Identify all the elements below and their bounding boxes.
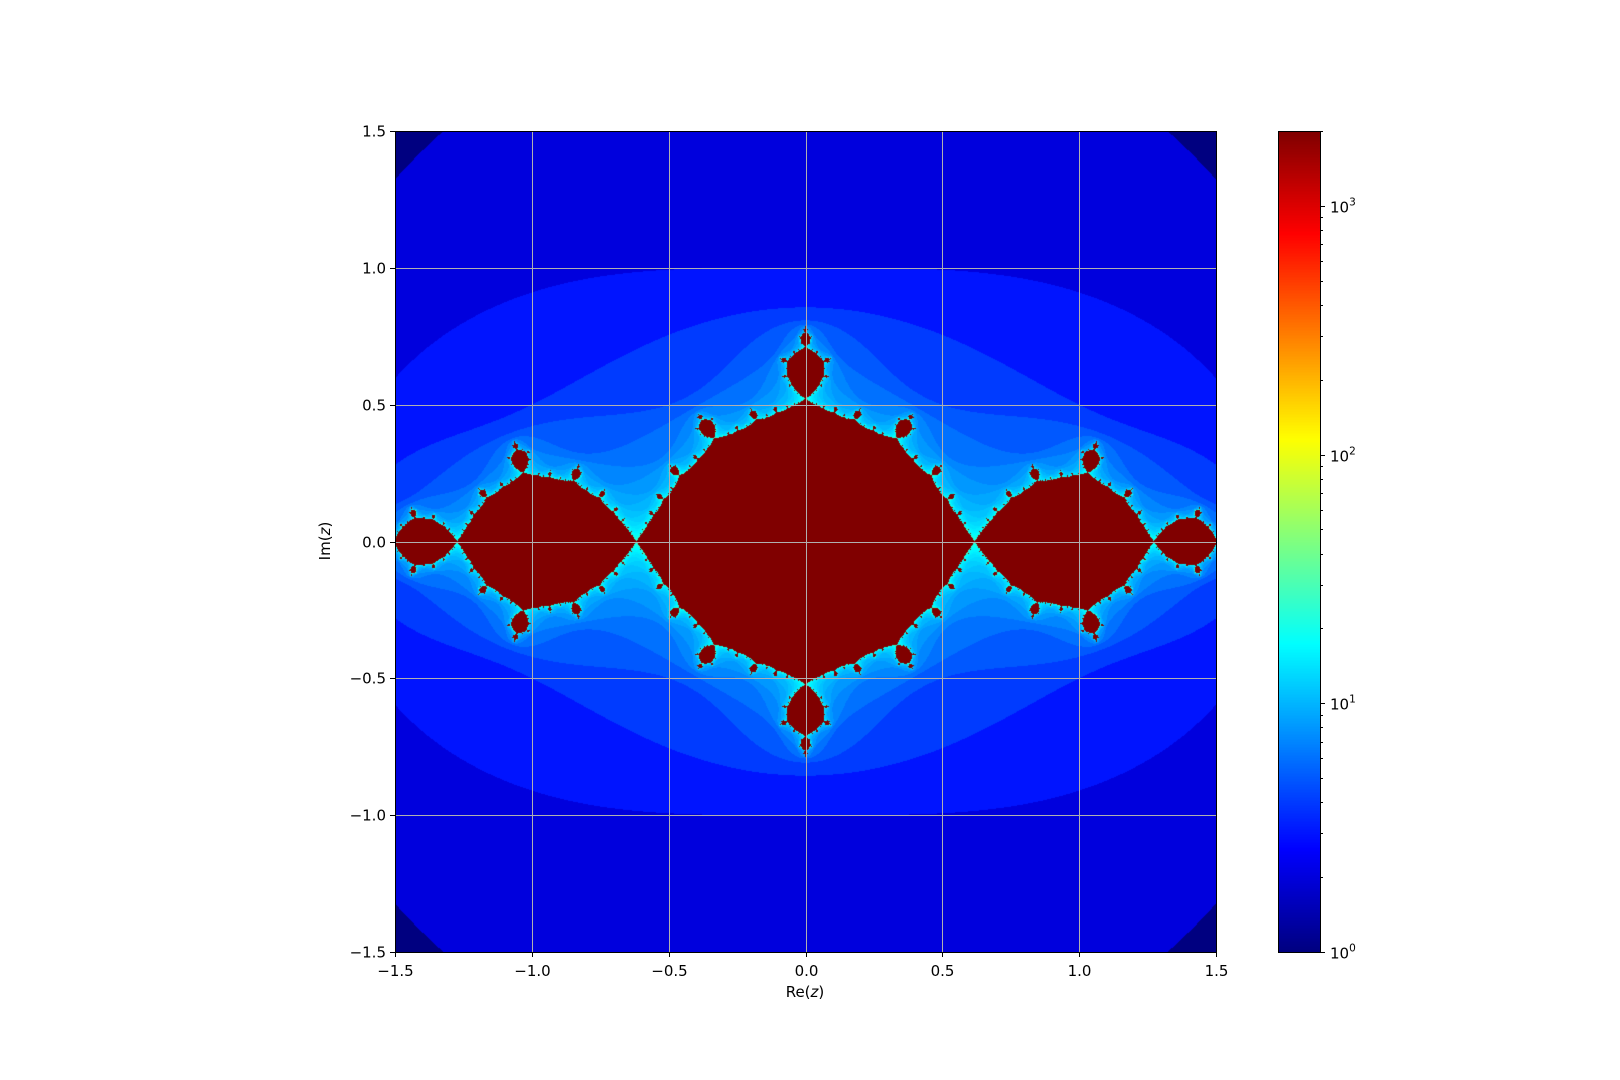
y-tick-label: −1.0 bbox=[350, 807, 386, 825]
colorbar-gradient bbox=[1278, 131, 1320, 952]
y-tick-label: −0.5 bbox=[350, 670, 386, 688]
x-tick-label: −1.5 bbox=[377, 962, 413, 980]
x-tick-label: 0.0 bbox=[795, 962, 819, 980]
x-tick-label: 0.5 bbox=[931, 962, 955, 980]
grid-lines bbox=[395, 131, 1217, 953]
y-tick-label: 1.0 bbox=[362, 260, 386, 278]
x-tick-label: −0.5 bbox=[651, 962, 687, 980]
colorbar-tick-label: 100 bbox=[1330, 943, 1356, 963]
colorbar-frame bbox=[1278, 131, 1321, 953]
x-tick-label: 1.0 bbox=[1068, 962, 1092, 980]
y-tick-label: 0.5 bbox=[362, 397, 386, 415]
y-tick-label: 0.0 bbox=[362, 534, 386, 552]
x-axis-label: Re(z) bbox=[786, 983, 825, 1001]
colorbar-ticks: 100 101 102 103 bbox=[1320, 131, 1356, 963]
x-axis-ticks: −1.5 −1.0 −0.5 0.0 0.5 1.0 1.5 bbox=[377, 952, 1228, 980]
colorbar-tick-label: 101 bbox=[1330, 694, 1356, 714]
x-tick-label: −1.0 bbox=[514, 962, 550, 980]
x-tick-label: 1.5 bbox=[1205, 962, 1229, 980]
y-axis-label: Im(z) bbox=[316, 522, 334, 561]
y-tick-label: 1.5 bbox=[362, 123, 386, 141]
colorbar-tick-label: 102 bbox=[1330, 446, 1356, 466]
y-tick-label: −1.5 bbox=[350, 944, 386, 962]
colorbar-tick-label: 103 bbox=[1330, 197, 1356, 217]
y-axis-ticks: −1.5 −1.0 −0.5 0.0 0.5 1.0 1.5 bbox=[350, 123, 395, 962]
